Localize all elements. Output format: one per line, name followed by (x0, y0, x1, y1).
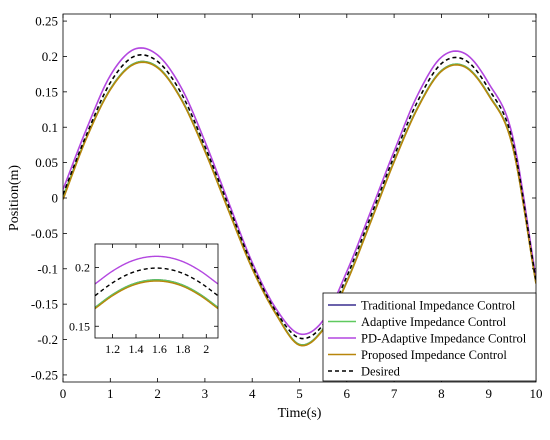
inset-series-line-3 (95, 280, 218, 310)
inset-x-tick-label: 1.4 (129, 342, 144, 356)
main-x-tick-label: 0 (60, 386, 67, 401)
main-y-tick-label: 0.2 (42, 49, 58, 64)
inset-series-group (95, 255, 218, 310)
legend-box (322, 292, 537, 382)
main-y-tick-label: 0 (52, 191, 59, 206)
inset-x-tick-label: 1.2 (105, 342, 120, 356)
main-y-tick-label: 0.05 (35, 155, 58, 170)
main-x-tick-label: 6 (344, 386, 351, 401)
main-y-tick-label: -0.1 (37, 261, 58, 276)
main-series-group (63, 47, 536, 347)
y-axis-label: Position(m) (7, 165, 22, 231)
legend-label-0: Traditional Impedance Control (361, 299, 516, 313)
inset-plot-area (95, 244, 218, 338)
inset-plot: 1.2 1.4 1.6 1.8 2 0.15 0.2 (69, 243, 219, 356)
main-x-tick-label: 3 (202, 386, 209, 401)
legend-label-1: Adaptive Impedance Control (361, 315, 507, 329)
main-y-tick-label: -0.2 (37, 332, 58, 347)
main-y-tick-label: -0.15 (31, 297, 58, 312)
inset-series-line-1 (95, 279, 218, 309)
inset-x-tick-label: 1.8 (175, 342, 190, 356)
main-series-line-2 (63, 47, 536, 336)
legend-label-2: PD-Adaptive Impedance Control (361, 332, 527, 346)
main-x-tick-label: 2 (154, 386, 161, 401)
x-axis-label: Time(s) (278, 406, 322, 421)
main-y-tick-label: 0.1 (42, 120, 58, 135)
inset-plot-frame (94, 243, 219, 339)
inset-x-tick-label: 2 (203, 342, 209, 356)
main-y-tick-label: -0.25 (31, 367, 58, 382)
inset-series-line-2 (95, 255, 218, 285)
main-x-tick-label: 5 (296, 386, 303, 401)
inset-y-tick-label: 0.2 (75, 261, 90, 275)
legend-label-3: Proposed Impedance Control (361, 348, 507, 362)
main-x-tick-label: 8 (438, 386, 445, 401)
main-x-tick-label: 10 (530, 386, 543, 401)
inset-x-tick-label: 1.6 (152, 342, 167, 356)
main-series-line-3 (63, 61, 536, 347)
legend: Traditional Impedance Control Adaptive Im… (322, 292, 537, 382)
main-x-tick-label: 4 (249, 386, 256, 401)
main-x-tick-label: 7 (391, 386, 398, 401)
main-y-tick-label: 0.15 (35, 84, 58, 99)
main-y-tick-label: 0.25 (35, 14, 58, 29)
main-x-tick-label: 1 (107, 386, 114, 401)
main-y-tick-label: -0.05 (31, 226, 58, 241)
inset-y-tick-label: 0.15 (69, 319, 90, 333)
inset-series-line-4 (95, 267, 218, 297)
legend-label-4: Desired (361, 365, 401, 379)
main-x-tick-label: 9 (485, 386, 492, 401)
